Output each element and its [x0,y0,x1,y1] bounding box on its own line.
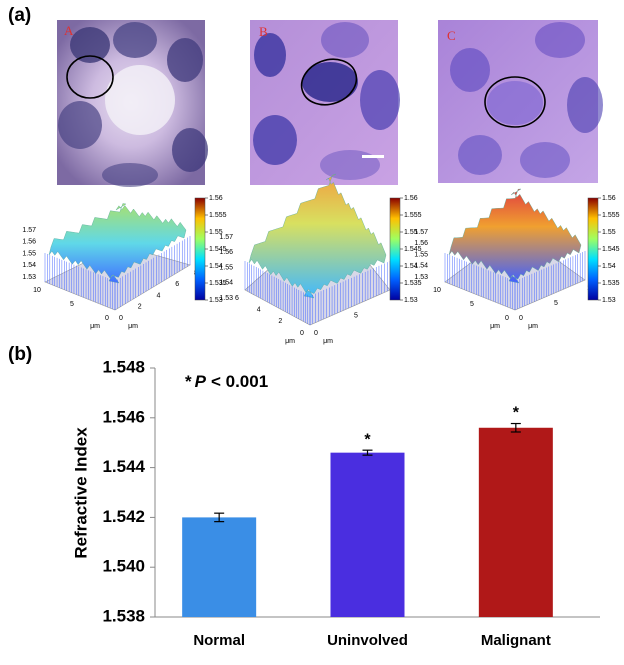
surface [48,203,187,284]
colorbar-tick-label: 1.535 [602,280,620,287]
surface [248,173,387,299]
bar [478,427,553,617]
axis-tick-label: 4 [257,307,261,314]
axis-tick-label: 0 [105,315,109,322]
colorbar-tick-label: 1.555 [404,212,422,219]
colorbar-tick-label: 1.55 [602,229,616,236]
micrograph [250,20,400,185]
annotation-p: P [195,372,207,391]
significance-marker: * [513,405,520,422]
colorbar-tick-label: 1.535 [404,280,422,287]
z-tick-label: 1.53 [22,274,36,281]
axis-unit: μm [128,323,138,330]
image-label: B [259,24,268,39]
axis-tick-label: 5 [70,301,74,308]
annotation-star: * [185,372,192,391]
axis-unit: μm [490,323,500,330]
colorbar-tick-label: 1.53 [209,297,223,304]
axis-unit: μm [285,338,295,345]
z-tick-label: 1.57 [219,234,233,241]
image-label: C [447,28,456,43]
axis-unit: μm [90,323,100,330]
y-tick-label: 1.542 [102,507,145,526]
axis-tick-label: 0 [119,315,123,322]
z-tick-label: 1.56 [414,240,428,247]
micrograph [57,20,208,187]
y-tick-label: 1.538 [102,606,145,625]
x-tick-label: Normal [193,632,245,649]
colorbar-tick-label: 1.545 [404,246,422,253]
colorbar-tick-label: 1.55 [209,229,223,236]
colorbar-tick-label: 1.54 [404,263,418,270]
colorbar-tick-label: 1.545 [602,246,620,253]
z-tick-label: 1.56 [22,239,36,246]
colorbar-tick-label: 1.545 [209,246,227,253]
axis-tick-label: 10 [433,287,441,294]
colorbar [587,197,599,301]
micrograph [438,20,603,183]
colorbar [194,197,206,301]
axis-tick-label: 0 [505,315,509,322]
annotation: * P < 0.001 [185,372,268,391]
axis-tick-label: 5 [354,312,358,319]
colorbar-tick-label: 1.54 [602,263,616,270]
colorbar-tick-label: 1.56 [209,195,223,202]
axis-tick-label: 4 [157,292,161,299]
colorbar-tick-label: 1.53 [602,297,616,304]
axis-tick-label: 2 [278,318,282,325]
y-tick-label: 1.544 [102,457,145,476]
axis-unit: μm [323,338,333,345]
axis-tick-label: 6 [175,281,179,288]
z-tick-label: 1.54 [22,262,36,269]
z-tick-label: 1.55 [22,250,36,257]
annotation-text: < 0.001 [211,372,268,391]
axis-tick-label: 0 [300,330,304,337]
colorbar-tick-label: 1.555 [602,212,620,219]
colorbar-tick-label: 1.56 [404,195,418,202]
z-tick-label: 1.54 [219,280,233,287]
axis-tick-label: 2 [138,304,142,311]
significance-marker: * [364,431,371,448]
axis-tick-label: 6 [235,295,239,302]
y-axis-title: Refractive Index [71,427,90,559]
bar [330,452,405,617]
surface [448,188,582,284]
z-tick-label: 1.56 [219,249,233,256]
y-tick-label: 1.548 [102,357,145,376]
z-tick-label: 1.57 [414,229,428,236]
colorbar-tick-label: 1.53 [404,297,418,304]
axis-tick-label: 0 [519,315,523,322]
z-tick-label: 1.55 [414,251,428,258]
y-tick-label: 1.540 [102,557,145,576]
z-tick-label: 1.53 [219,295,233,302]
colorbar-tick-label: 1.535 [209,280,227,287]
x-tick-label: Malignant [481,632,551,649]
axis-tick-label: 10 [33,287,41,294]
z-tick-label: 1.55 [219,264,233,271]
axis-tick-label: 5 [470,301,474,308]
y-tick-label: 1.546 [102,407,145,426]
axis-unit: μm [528,323,538,330]
z-tick-label: 1.57 [22,227,36,234]
z-tick-label: 1.53 [414,274,428,281]
colorbar-tick-label: 1.56 [602,195,616,202]
colorbar [389,197,401,301]
image-label: A [64,23,74,38]
axis-tick-label: 5 [554,300,558,307]
bar [182,517,257,617]
colorbar-tick-label: 1.54 [209,263,223,270]
panel-label: (a) [8,5,31,26]
panel-label: (b) [8,344,32,365]
axis-tick-label: 0 [314,330,318,337]
z-tick-label: 1.54 [414,263,428,270]
colorbar-tick-label: 1.55 [404,229,418,236]
colorbar-tick-label: 1.555 [209,212,227,219]
x-tick-label: Uninvolved [327,632,408,649]
